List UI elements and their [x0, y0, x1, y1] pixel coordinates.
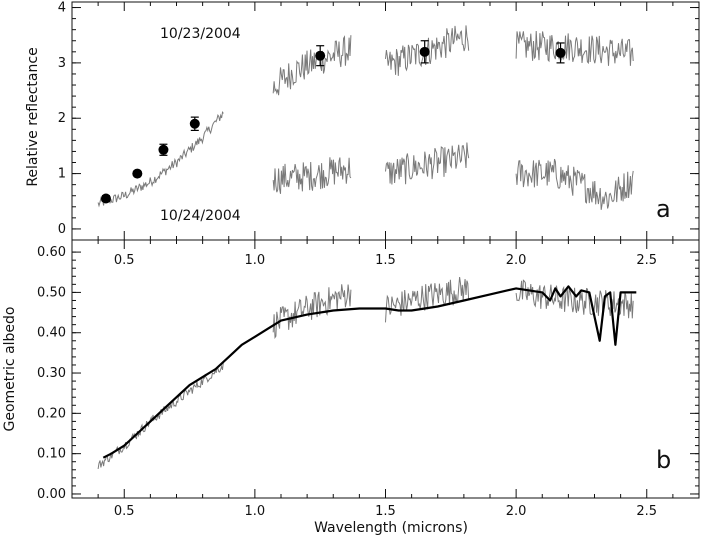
panel-b-observed-2	[385, 277, 470, 323]
panel-a-spectrum-1	[272, 35, 352, 96]
panel-b-bottom-xtick-label: 1.5	[375, 504, 396, 519]
panel-a-ytick-label: 4	[58, 1, 66, 16]
panel-b-ytick-label: 0.10	[37, 447, 66, 462]
panel-b-ytick-label: 0.00	[37, 487, 66, 502]
panel-b: 0.00 0.10 0.20 0.30 0.40 0.50 0.60 0.5 0.5 1.0 1.0…	[37, 239, 700, 519]
panel-a-spectrum-5	[385, 142, 470, 185]
panel-a-spectrum-3	[515, 30, 634, 66]
x-axis-title: Wavelength (microns)	[314, 520, 468, 536]
panel-a: 0 1 2 3 4	[58, 1, 700, 241]
panel-a-ytick-label: 2	[58, 111, 66, 126]
panel-b-bottom-xtick-label: 2.0	[506, 504, 527, 519]
panel-b-top-xtick-label: 2.5	[636, 253, 657, 268]
panel-b-observed-1	[272, 284, 352, 340]
panel-b-top-xtick-label: 0.5	[114, 253, 135, 268]
panel-b-model-curve	[102, 285, 637, 459]
panel-b-ytick-label: 0.60	[37, 245, 66, 260]
panel-a-point-0	[100, 193, 111, 204]
date-annotation-1024: 10/24/2004	[160, 208, 241, 224]
panel-b-top-xtick-label: 1.5	[375, 253, 396, 268]
panel-a-point-4	[315, 50, 326, 61]
panel-b-bottom-xtick-label: 1.0	[245, 504, 266, 519]
panel-a-point-1	[132, 168, 143, 179]
panel-b-label: b	[656, 446, 671, 474]
panel-a-point-2	[158, 144, 169, 155]
panel-a-point-6	[555, 47, 566, 58]
date-annotation-1023: 10/23/2004	[160, 26, 241, 42]
panel-b-ytick-label: 0.30	[37, 366, 66, 381]
panel-a-spectrum-4	[272, 157, 352, 194]
panel-a-label: a	[656, 195, 671, 223]
panel-a-ytick-label: 0	[58, 222, 66, 237]
panel-b-ytick-label: 0.50	[37, 285, 66, 300]
panel-b-bottom-xtick-label: 0.5	[114, 504, 135, 519]
panel-a-ylabel: Relative reflectance	[25, 47, 41, 186]
panel-b-top-xtick-label: 2.0	[506, 253, 527, 268]
panel-a-ytick-label: 3	[58, 56, 66, 71]
panel-b-ylabel: Geometric albedo	[2, 307, 18, 432]
panel-b-observed-3	[515, 279, 634, 319]
panel-a-ytick-label: 1	[58, 167, 66, 182]
panel-b-bottom-xtick-label: 2.5	[636, 504, 657, 519]
panel-b-frame	[71, 239, 700, 499]
panel-b-ytick-label: 0.40	[37, 326, 66, 341]
panel-a-point-3	[189, 118, 200, 129]
panel-b-top-xtick-label: 1.0	[245, 253, 266, 268]
panel-a-spectrum-0	[97, 110, 224, 208]
panel-b-ytick-label: 0.20	[37, 406, 66, 421]
panel-a-spectrum-6	[515, 158, 634, 210]
panel-a-point-5	[419, 46, 430, 57]
panel-b-observed-0	[97, 361, 224, 469]
